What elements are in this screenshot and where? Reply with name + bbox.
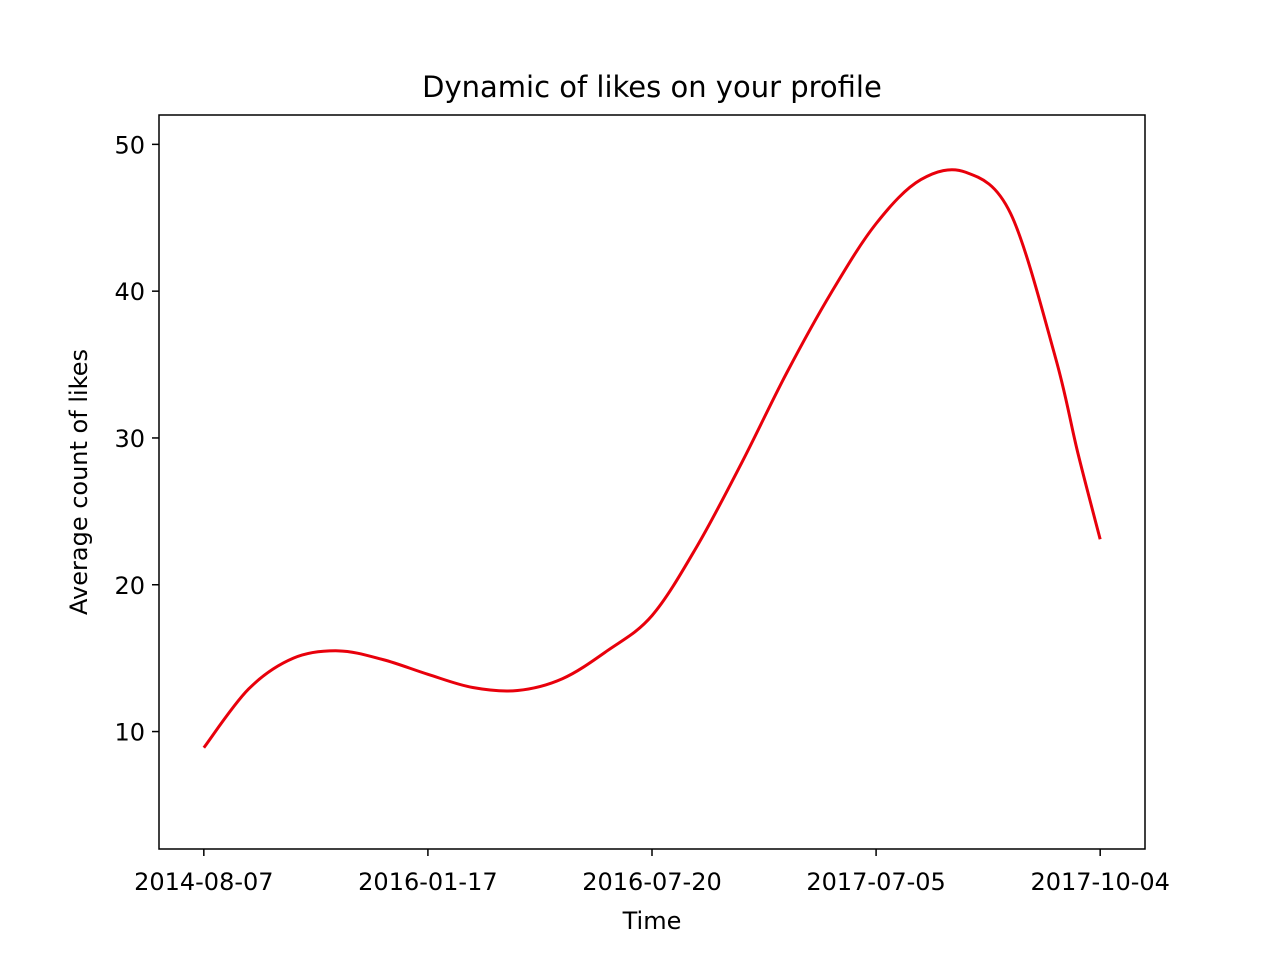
x-tick-label: 2016-07-20 xyxy=(582,868,721,896)
plot-area xyxy=(159,115,1145,849)
y-tick-label: 20 xyxy=(114,572,145,600)
x-tick-label: 2017-10-04 xyxy=(1030,868,1169,896)
x-axis-label: Time xyxy=(622,907,682,935)
y-tick-label: 50 xyxy=(114,131,145,159)
y-tick-label: 10 xyxy=(114,719,145,747)
likes-series-line xyxy=(202,168,1102,749)
y-axis-ticks: 10 20 30 40 50 xyxy=(114,131,159,747)
y-axis-label: Average count of likes xyxy=(65,349,93,615)
y-tick-label: 30 xyxy=(114,425,145,453)
x-axis-ticks: 2014-08-07 2016-01-17 2016-07-20 2017-07-05… xyxy=(134,849,1170,896)
x-tick-label: 2016-01-17 xyxy=(358,868,497,896)
chart-title: Dynamic of likes on your profile xyxy=(422,70,882,104)
x-tick-label: 2017-07-05 xyxy=(806,868,945,896)
y-tick-label: 40 xyxy=(114,278,145,306)
x-tick-label: 2014-08-07 xyxy=(134,868,273,896)
